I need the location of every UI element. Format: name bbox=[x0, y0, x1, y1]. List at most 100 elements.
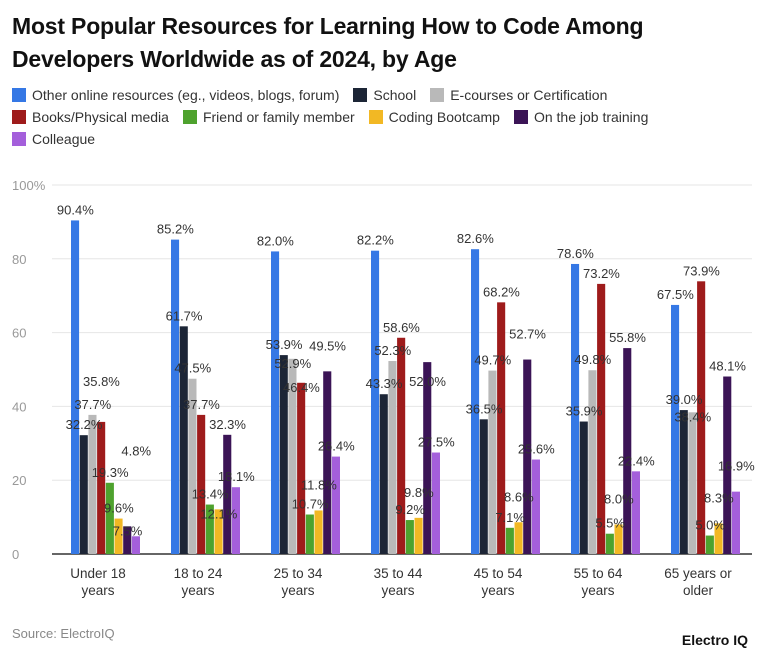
data-label: 48.1% bbox=[709, 359, 746, 374]
bar bbox=[705, 535, 714, 554]
bar bbox=[279, 355, 288, 554]
data-label: 7.5% bbox=[113, 523, 143, 538]
legend-swatch bbox=[12, 110, 26, 124]
bar bbox=[497, 302, 506, 554]
bar bbox=[488, 370, 497, 554]
bar bbox=[605, 533, 614, 554]
bar bbox=[179, 326, 188, 554]
y-tick-label: 100% bbox=[12, 178, 46, 193]
legend-item[interactable]: Colleague bbox=[12, 131, 95, 147]
legend-swatch bbox=[368, 110, 383, 124]
data-label: 73.9% bbox=[683, 263, 720, 278]
data-label: 7.1% bbox=[495, 510, 525, 525]
bar bbox=[579, 421, 588, 554]
data-label: 55.8% bbox=[609, 330, 646, 345]
data-label: 13.4% bbox=[192, 487, 229, 502]
data-label: 52.9% bbox=[274, 356, 311, 371]
legend: Other online resources (eg., videos, blo… bbox=[12, 84, 762, 150]
x-tick-label: 35 to 44 bbox=[374, 566, 423, 581]
bar bbox=[431, 452, 440, 554]
bar bbox=[697, 281, 706, 554]
data-label: 47.5% bbox=[174, 361, 211, 376]
bar bbox=[479, 419, 488, 554]
data-label: 39.0% bbox=[666, 392, 703, 407]
legend-item[interactable]: Friend or family member bbox=[182, 109, 355, 125]
legend-item[interactable]: Other online resources (eg., videos, blo… bbox=[12, 87, 339, 103]
legend-label: Coding Bootcamp bbox=[388, 109, 500, 125]
bar bbox=[171, 239, 180, 554]
bar bbox=[123, 526, 132, 554]
bar bbox=[688, 412, 697, 554]
x-tick-label: years bbox=[181, 583, 214, 598]
data-label: 35.9% bbox=[566, 404, 603, 419]
data-label: 61.7% bbox=[166, 308, 203, 323]
bar bbox=[623, 348, 632, 554]
data-label: 58.6% bbox=[383, 320, 420, 335]
x-tick-label: older bbox=[683, 583, 714, 598]
bar bbox=[271, 251, 280, 555]
data-label: 82.6% bbox=[457, 231, 494, 246]
legend-item[interactable]: School bbox=[353, 87, 416, 103]
data-label: 9.8% bbox=[404, 485, 434, 500]
bar bbox=[379, 394, 388, 554]
legend-row: Other online resources (eg., videos, blo… bbox=[12, 84, 762, 106]
data-label: 68.2% bbox=[483, 284, 520, 299]
x-tick-label: Under 18 bbox=[70, 566, 126, 581]
data-label: 49.8% bbox=[574, 352, 611, 367]
bar bbox=[197, 414, 206, 554]
data-label: 49.5% bbox=[309, 338, 346, 353]
brand-logo: Electro IQ bbox=[681, 632, 748, 648]
x-tick-label: years bbox=[581, 583, 614, 598]
bar bbox=[423, 362, 432, 554]
data-label: 9.2% bbox=[395, 502, 425, 517]
bar bbox=[331, 456, 340, 554]
bar bbox=[631, 471, 640, 554]
bar bbox=[323, 371, 332, 554]
legend-label: E-courses or Certification bbox=[450, 87, 608, 103]
bar bbox=[731, 491, 740, 554]
x-tick-label: years bbox=[81, 583, 114, 598]
bar bbox=[597, 283, 606, 554]
legend-item[interactable]: On the job training bbox=[513, 109, 648, 125]
data-label: 5.0% bbox=[695, 518, 725, 533]
data-label: 67.5% bbox=[657, 287, 694, 302]
bar bbox=[471, 249, 480, 554]
data-label: 12.1% bbox=[200, 506, 237, 521]
data-label: 25.6% bbox=[518, 442, 555, 457]
data-label: 18.1% bbox=[218, 469, 255, 484]
bar bbox=[188, 378, 197, 554]
bar bbox=[88, 414, 97, 554]
data-label: 82.2% bbox=[357, 233, 394, 248]
data-label: 43.3% bbox=[366, 376, 403, 391]
data-label: 37.7% bbox=[74, 397, 111, 412]
data-label: 19.3% bbox=[92, 465, 129, 480]
data-label: 85.2% bbox=[157, 222, 194, 237]
legend-row: Colleague bbox=[12, 128, 762, 150]
data-label: 32.2% bbox=[66, 417, 103, 432]
data-label: 52.0% bbox=[409, 374, 446, 389]
y-tick-label: 60 bbox=[12, 326, 26, 341]
header: Most Popular Resources for Learning How … bbox=[12, 10, 768, 150]
data-label: 52.3% bbox=[374, 343, 411, 358]
y-tick-label: 80 bbox=[12, 252, 26, 267]
data-label: 22.4% bbox=[618, 453, 655, 468]
x-tick-label: 45 to 54 bbox=[474, 566, 523, 581]
bar bbox=[131, 536, 140, 554]
chart-title: Most Popular Resources for Learning How … bbox=[12, 13, 644, 72]
bar bbox=[714, 523, 723, 554]
legend-swatch bbox=[353, 88, 368, 102]
legend-swatch bbox=[182, 110, 197, 124]
data-label: 16.9% bbox=[718, 459, 755, 474]
legend-swatch bbox=[12, 132, 26, 146]
bar bbox=[214, 509, 223, 554]
data-label: 11.8% bbox=[301, 477, 337, 492]
bar bbox=[514, 522, 523, 554]
x-tick-label: 65 years or bbox=[664, 566, 732, 581]
legend-item[interactable]: Coding Bootcamp bbox=[368, 109, 500, 125]
legend-item[interactable]: E-courses or Certification bbox=[430, 87, 607, 103]
bar bbox=[305, 514, 314, 554]
bar bbox=[405, 520, 414, 554]
legend-item[interactable]: Books/Physical media bbox=[12, 109, 169, 125]
bar bbox=[97, 421, 106, 554]
